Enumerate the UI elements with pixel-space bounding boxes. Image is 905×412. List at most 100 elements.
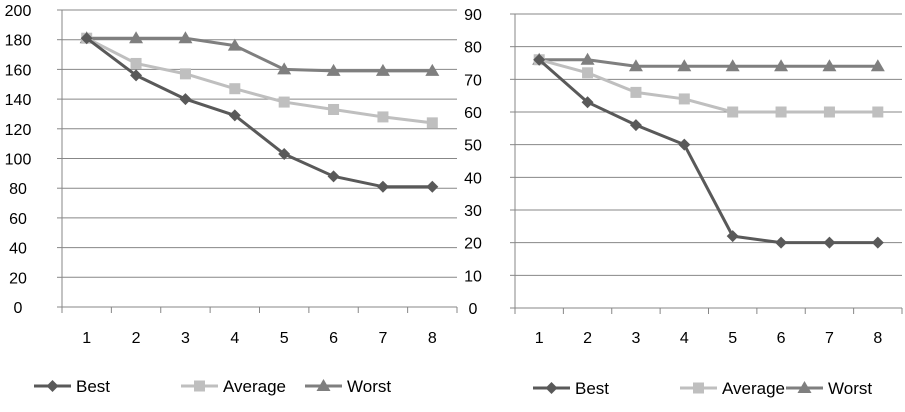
x-tick-label: 6 [777, 330, 786, 347]
legend-label: Average [722, 379, 785, 398]
series-line-best [538, 58, 878, 245]
x-tick-label: 3 [631, 330, 640, 347]
data-point-worst [326, 63, 341, 76]
data-point-best [376, 180, 389, 193]
legend-swatch-marker [316, 379, 331, 391]
y-tick-label: 0 [14, 300, 23, 317]
legend-item-worst: Worst [305, 377, 391, 396]
y-tick-label: 140 [5, 92, 32, 109]
legend-label: Worst [347, 377, 391, 396]
legend-swatch-marker [46, 380, 59, 392]
legend-item-best: Best [533, 379, 609, 398]
data-point-best [726, 230, 739, 243]
data-point-average [229, 83, 241, 95]
y-tick-label: 160 [5, 62, 32, 79]
data-point-average [630, 86, 642, 98]
data-point-best [80, 32, 93, 45]
y-tick-label: 60 [464, 105, 482, 122]
legend-swatch-marker [194, 380, 205, 392]
data-point-best [228, 109, 241, 122]
chart-2: 0 10 20 30 40 50 60 70 80 90 1 2 3 4 5 6 7 8 Best Average Wo… [464, 7, 903, 398]
legend-label: Average [223, 377, 286, 396]
x-tick-label: 5 [280, 330, 289, 347]
data-point-average [328, 103, 340, 115]
data-point-best [179, 93, 192, 106]
chart-1: 0 20 40 60 80 100 120 140 160 180 200 1 2 3 4 5 6 7 8 Best A… [5, 3, 458, 396]
data-point-worst [178, 31, 193, 44]
x-tick-label: 6 [329, 330, 338, 347]
x-tick-label: 4 [230, 330, 239, 347]
x-tick-label: 2 [132, 330, 141, 347]
data-point-worst [628, 59, 643, 72]
y-tick-label: 200 [5, 3, 32, 20]
legend-item-average: Average [680, 379, 785, 398]
series-line-worst [539, 58, 878, 68]
data-point-best [871, 236, 884, 249]
data-point-best [426, 180, 439, 193]
data-point-average [179, 68, 191, 80]
data-point-average [130, 57, 142, 69]
data-point-average [582, 67, 594, 79]
x-tick-label: 1 [535, 330, 544, 347]
data-point-worst [425, 63, 440, 76]
x-tick-label: 2 [583, 330, 592, 347]
data-point-best [581, 96, 594, 109]
data-point-best [278, 148, 291, 161]
data-point-worst [822, 59, 837, 72]
y-tick-label: 80 [9, 181, 27, 198]
series-line-worst [86, 36, 433, 73]
y-tick-label: 40 [464, 170, 482, 187]
data-point-average [377, 111, 389, 123]
series-line-best [85, 37, 433, 189]
data-point-worst [227, 38, 242, 51]
legend-swatch-marker [797, 381, 812, 393]
series-line-average [86, 36, 433, 125]
data-point-best [130, 69, 143, 82]
x-tick-label: 8 [873, 330, 882, 347]
x-tick-label: 3 [181, 330, 190, 347]
data-point-best [823, 236, 836, 249]
y-tick-label: 90 [464, 7, 482, 24]
data-point-best [533, 53, 546, 66]
data-point-worst [277, 62, 292, 75]
data-point-best [629, 119, 642, 132]
x-tick-label: 7 [378, 330, 387, 347]
data-point-average [727, 106, 739, 118]
y-tick-label: 30 [464, 203, 482, 220]
x-tick-label: 5 [728, 330, 737, 347]
data-point-best [678, 138, 691, 151]
legend-swatch-marker [545, 382, 558, 394]
y-tick-label: 70 [464, 72, 482, 89]
y-tick-label: 180 [5, 33, 32, 50]
legend-item-best: Best [34, 377, 110, 396]
data-point-worst [677, 59, 692, 72]
y-tick-label: 60 [9, 211, 27, 228]
data-point-worst [129, 31, 144, 44]
data-point-worst [774, 59, 789, 72]
legend-label: Best [575, 379, 609, 398]
data-point-average [426, 117, 438, 129]
y-tick-label: 20 [9, 270, 27, 287]
x-tick-label: 1 [82, 330, 91, 347]
data-point-average [278, 96, 290, 108]
y-tick-label: 80 [464, 40, 482, 57]
data-point-average [678, 93, 690, 105]
y-tick-label: 50 [464, 138, 482, 155]
legend-label: Best [76, 377, 110, 396]
y-tick-label: 100 [5, 152, 32, 169]
legend-label: Worst [828, 379, 872, 398]
data-point-worst [725, 59, 740, 72]
data-point-best [327, 170, 340, 183]
legend-swatch-marker [693, 382, 704, 394]
data-point-average [823, 106, 835, 118]
y-tick-label: 120 [5, 122, 32, 139]
data-point-worst [375, 63, 390, 76]
data-point-worst [870, 59, 885, 72]
data-point-average [872, 106, 884, 118]
y-tick-label: 0 [469, 301, 478, 318]
data-point-worst [580, 52, 595, 65]
y-tick-label: 40 [9, 241, 27, 258]
x-tick-label: 8 [428, 330, 437, 347]
